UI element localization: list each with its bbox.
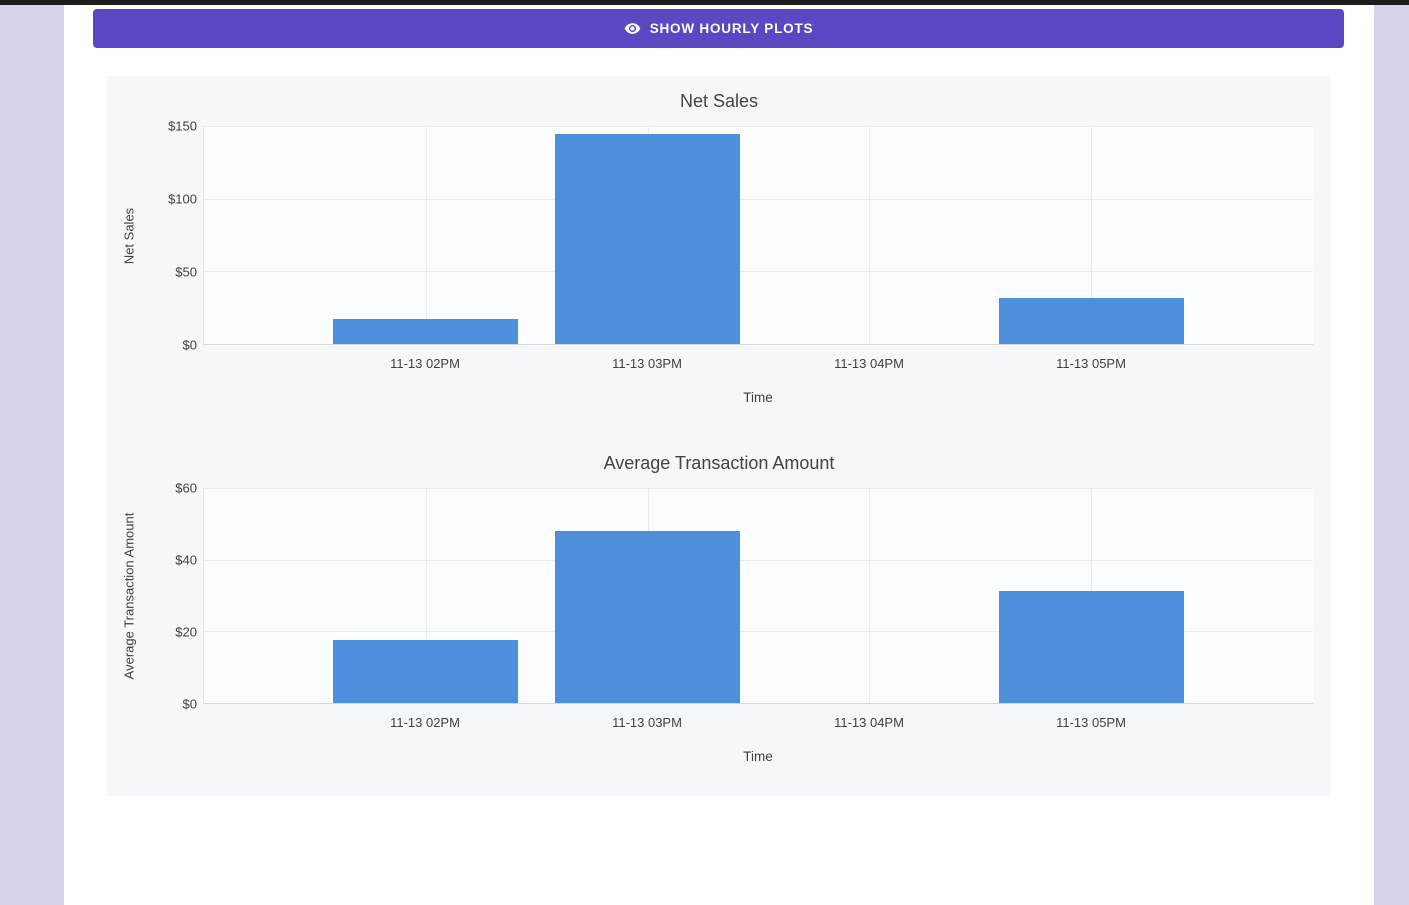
chart-title: Net Sales [679,91,759,111]
charts-panel: Net Sales Net Sales $0 $50 $100 $150 11-13 … [107,76,1331,796]
y-tick-label: $150 [168,118,197,134]
x-tick-label: 11-13 03PM [612,356,682,371]
show-hourly-plots-button[interactable]: SHOW HOURLY PLOTS [93,9,1344,48]
bar-11-13-03pm[interactable] [555,531,741,703]
x-axis-ticks: 11-13 02PM 11-13 03PM 11-13 04PM 11-13 05PM [203,353,1313,375]
x-axis-label: Time [743,390,773,405]
x-tick-label: 11-13 04PM [834,715,904,730]
show-hourly-plots-label: SHOW HOURLY PLOTS [649,21,814,36]
h-gridline [204,126,1313,127]
y-tick-label: $60 [175,480,197,496]
y-tick-label: $100 [168,191,197,207]
h-gridline [204,198,1313,200]
v-gridline [869,488,871,703]
h-gridline [204,271,1313,273]
x-axis-label: Time [743,749,773,764]
y-tick-label: $40 [175,552,197,568]
y-axis-ticks: $0 $50 $100 $150 [107,119,197,353]
h-gridline [204,488,1313,489]
browser-top-strip [0,0,1409,5]
main-content-area: SHOW HOURLY PLOTS Net Sales Net Sales $0… [64,5,1374,905]
bar-11-13-05pm[interactable] [998,590,1184,703]
chart-title: Average Transaction Amount [603,453,835,473]
average-transaction-amount-chart: Average Transaction Amount Average Trans… [107,438,1331,768]
y-tick-label: $0 [182,337,197,353]
bar-11-13-02pm[interactable] [333,318,519,344]
y-tick-label: $0 [182,696,197,712]
v-gridline [425,126,427,344]
x-tick-label: 11-13 02PM [390,715,460,730]
x-axis-ticks: 11-13 02PM 11-13 03PM 11-13 04PM 11-13 05PM [203,712,1313,734]
bar-11-13-05pm[interactable] [998,298,1184,344]
bar-11-13-03pm[interactable] [555,134,741,344]
x-tick-label: 11-13 05PM [1056,356,1126,371]
v-gridline [1091,126,1093,344]
plot-area [203,126,1313,345]
y-tick-label: $20 [175,624,197,640]
v-gridline [869,126,871,344]
x-tick-label: 11-13 03PM [612,715,682,730]
net-sales-chart: Net Sales Net Sales $0 $50 $100 $150 11-13 … [107,76,1331,409]
y-axis-ticks: $0 $20 $40 $60 [107,481,197,712]
y-tick-label: $50 [175,264,197,280]
x-tick-label: 11-13 05PM [1056,715,1126,730]
h-gridline [204,559,1313,561]
eye-icon [624,20,641,37]
x-tick-label: 11-13 04PM [834,356,904,371]
x-tick-label: 11-13 02PM [390,356,460,371]
bar-11-13-02pm[interactable] [333,640,519,703]
plot-area [203,488,1313,704]
v-gridline [425,488,427,703]
h-gridline [204,631,1313,633]
